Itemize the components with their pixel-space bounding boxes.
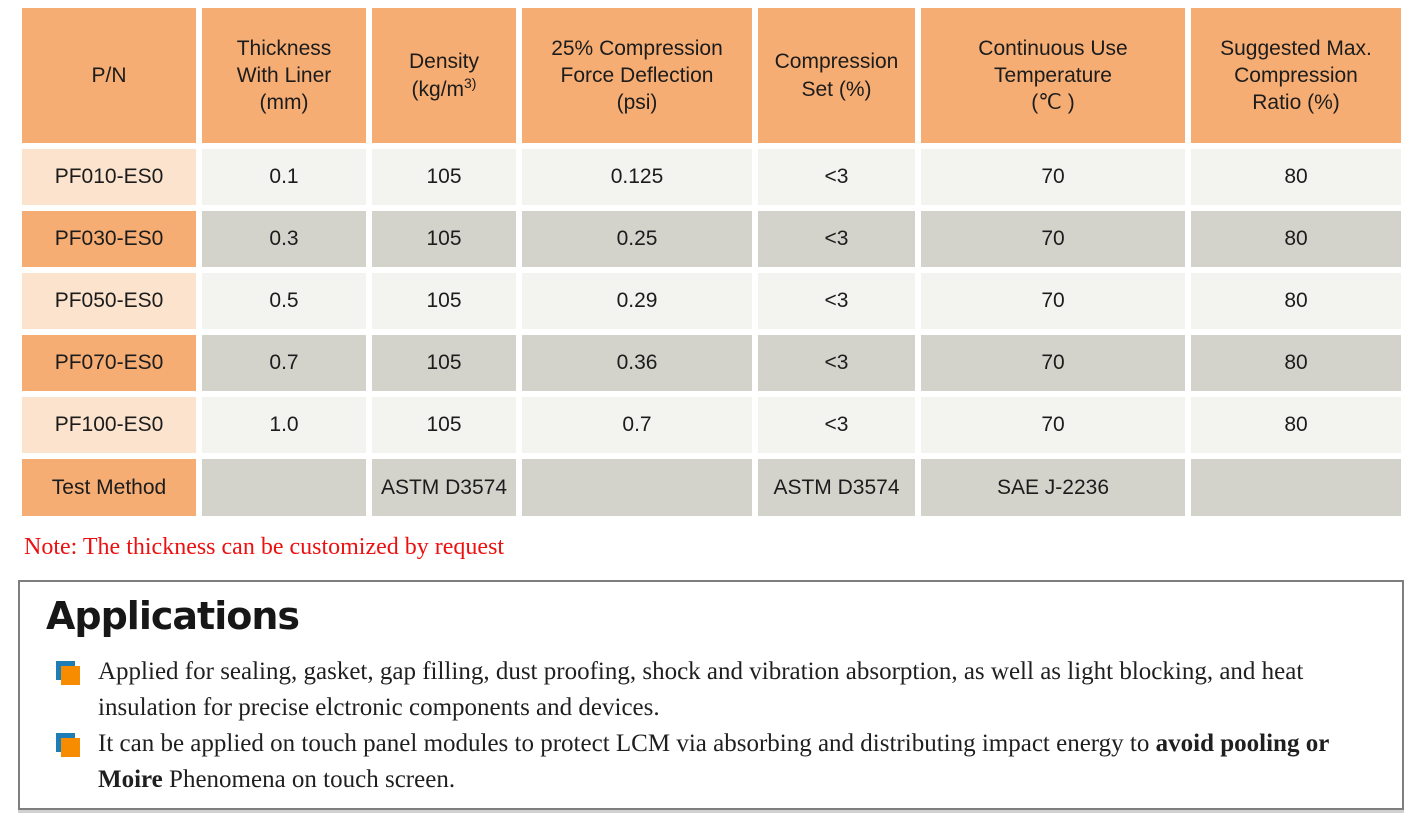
max-compression-cell: 80 xyxy=(1191,335,1401,391)
col-header-max-compression: Suggested Max. Compression Ratio (%) xyxy=(1191,8,1401,143)
application-bullet-2: It can be applied on touch panel modules… xyxy=(44,726,1378,798)
continuous-temp-test-cell: SAE J-2236 xyxy=(921,459,1185,516)
col-header-thickness: Thickness With Liner (mm) xyxy=(202,8,366,143)
density-cell: 105 xyxy=(372,273,516,329)
cfd-cell: 0.25 xyxy=(522,211,752,267)
cfd-cell: 0.36 xyxy=(522,335,752,391)
continuous-temp-cell: 70 xyxy=(921,211,1185,267)
cfd-cell: 0.125 xyxy=(522,149,752,205)
max-compression-cell: 80 xyxy=(1191,149,1401,205)
bullet-square-icon xyxy=(56,733,81,758)
pn-cell: PF100-ES0 xyxy=(22,397,196,453)
spec-table: P/N Thickness With Liner (mm) Density (kg… xyxy=(16,2,1407,522)
bullet-2-tail: Phenomena on touch screen. xyxy=(162,766,456,793)
col-header-continuous-temp: Continuous Use Temperature (℃ ) xyxy=(921,8,1185,143)
thickness-test-cell xyxy=(202,459,366,516)
compression-set-cell: <3 xyxy=(758,397,915,453)
bullet-2-body: It can be applied on touch panel modules… xyxy=(98,730,1156,757)
test-method-row: Test Method ASTM D3574 ASTM D3574 SAE J-… xyxy=(22,459,1401,516)
thickness-cell: 0.1 xyxy=(202,149,366,205)
density-cell: 105 xyxy=(372,149,516,205)
application-bullet-1-text: Applied for sealing, gasket, gap filling… xyxy=(98,658,1303,721)
table-row-pf050: PF050-ES0 0.5 105 0.29 <3 70 80 xyxy=(22,273,1401,329)
density-unit-sup: 3) xyxy=(464,74,477,91)
applications-title: Applications xyxy=(46,594,300,638)
bullet-square-icon xyxy=(56,661,81,686)
bullet-2-bold-phrase: avoid pooling or Moire xyxy=(98,730,1329,793)
pn-cell: PF030-ES0 xyxy=(22,211,196,267)
continuous-temp-cell: 70 xyxy=(921,149,1185,205)
density-cell: 105 xyxy=(372,335,516,391)
continuous-temp-cell: 70 xyxy=(921,335,1185,391)
thickness-cell: 0.7 xyxy=(202,335,366,391)
table-row-pf010: PF010-ES0 0.1 105 0.125 <3 70 80 xyxy=(22,149,1401,205)
note-text: Note: The thickness can be customized by… xyxy=(24,534,505,560)
thickness-cell: 0.3 xyxy=(202,211,366,267)
header-row: P/N Thickness With Liner (mm) Density (kg… xyxy=(22,8,1401,143)
compression-set-cell: <3 xyxy=(758,273,915,329)
density-label: Density xyxy=(408,50,480,74)
compression-set-cell: <3 xyxy=(758,335,915,391)
table-row-pf070: PF070-ES0 0.7 105 0.36 <3 70 80 xyxy=(22,335,1401,391)
compression-set-cell: <3 xyxy=(758,211,915,267)
continuous-temp-cell: 70 xyxy=(921,273,1185,329)
compression-set-cell: <3 xyxy=(758,149,915,205)
col-header-cfd: 25% Compression Force Deflection (psi) xyxy=(522,8,752,143)
cfd-cell: 0.29 xyxy=(522,273,752,329)
cfd-test-cell xyxy=(522,459,752,516)
pn-cell: PF070-ES0 xyxy=(22,335,196,391)
thickness-cell: 0.5 xyxy=(202,273,366,329)
col-header-density: Density (kg/m3) xyxy=(372,8,516,143)
table-row-pf100: PF100-ES0 1.0 105 0.7 <3 70 80 xyxy=(22,397,1401,453)
spec-table-header: P/N Thickness With Liner (mm) Density (kg… xyxy=(22,8,1401,143)
compression-set-test-cell: ASTM D3574 xyxy=(758,459,915,516)
test-method-label: Test Method xyxy=(22,459,196,516)
table-row-pf030: PF030-ES0 0.3 105 0.25 <3 70 80 xyxy=(22,211,1401,267)
application-bullet-2-text: It can be applied on touch panel modules… xyxy=(98,730,1329,793)
col-header-compression-set: Compression Set (%) xyxy=(758,8,915,143)
bullet-1-body: Applied for sealing, gasket, gap filling… xyxy=(98,658,1304,721)
max-compression-cell: 80 xyxy=(1191,397,1401,453)
density-test-cell: ASTM D3574 xyxy=(372,459,516,516)
density-cell: 105 xyxy=(372,397,516,453)
col-header-pn: P/N xyxy=(22,8,196,143)
density-unit: (kg/m xyxy=(411,77,465,101)
applications-section: Applications Applied for sealing, gasket… xyxy=(18,580,1404,810)
max-compression-cell: 80 xyxy=(1191,273,1401,329)
application-bullet-1: Applied for sealing, gasket, gap filling… xyxy=(44,654,1378,726)
thickness-cell: 1.0 xyxy=(202,397,366,453)
density-cell: 105 xyxy=(372,211,516,267)
max-compression-test-cell xyxy=(1191,459,1401,516)
continuous-temp-cell: 70 xyxy=(921,397,1185,453)
max-compression-cell: 80 xyxy=(1191,211,1401,267)
cfd-cell: 0.7 xyxy=(522,397,752,453)
pn-cell: PF010-ES0 xyxy=(22,149,196,205)
pn-cell: PF050-ES0 xyxy=(22,273,196,329)
